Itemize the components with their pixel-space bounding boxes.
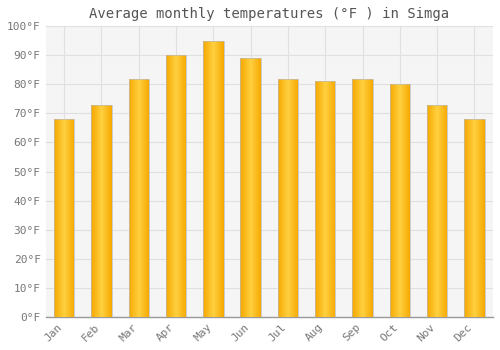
Bar (464, 119, 484, 317)
Bar (128, 78, 149, 317)
Bar (91, 105, 112, 317)
Bar (352, 78, 373, 317)
Bar (390, 84, 410, 317)
Title: Average monthly temperatures (°F ) in Simga: Average monthly temperatures (°F ) in Si… (89, 7, 450, 21)
Bar (54, 119, 74, 317)
Bar (166, 55, 186, 317)
Bar (240, 58, 261, 317)
Bar (427, 105, 448, 317)
Bar (278, 78, 298, 317)
Bar (203, 41, 224, 317)
Bar (315, 82, 336, 317)
